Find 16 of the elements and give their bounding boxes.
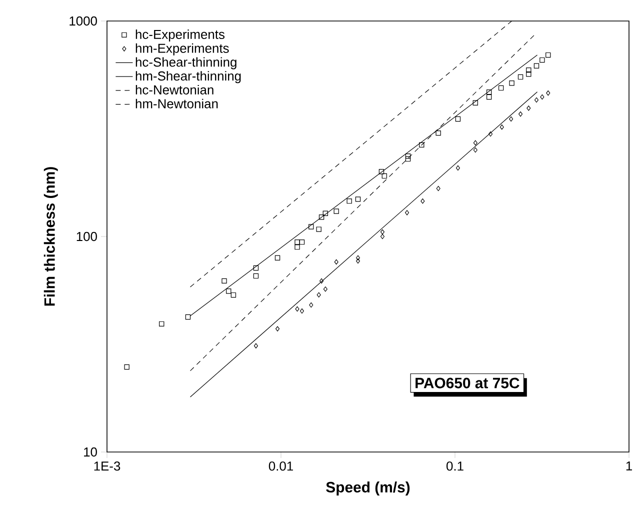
y-tick-label: 100	[76, 232, 97, 242]
x-tick-label: 0.1	[446, 461, 464, 471]
legend-label: hc-Newtonian	[136, 84, 214, 94]
legend-label: hc-Experiments	[136, 29, 224, 42]
y-axis-title: Film thickness (nm)	[44, 167, 58, 306]
annotation: PAO650 at 75C	[416, 378, 520, 388]
y-tick-label: 1000	[70, 16, 97, 26]
x-tick-label: 1E-3	[94, 461, 120, 471]
legend-label: hm-Newtonian	[136, 98, 218, 108]
x-tick-label: 1	[626, 462, 632, 470]
legend-label: hc-Shear-thinning	[136, 57, 236, 70]
y-tick-label: 10	[84, 447, 97, 457]
x-axis-title: Speed (m/s)	[326, 482, 410, 496]
legend-label: hm-Shear-thinning	[136, 71, 241, 84]
x-tick-label: 0.01	[268, 461, 293, 471]
legend-label: hm-Experiments	[136, 43, 229, 56]
